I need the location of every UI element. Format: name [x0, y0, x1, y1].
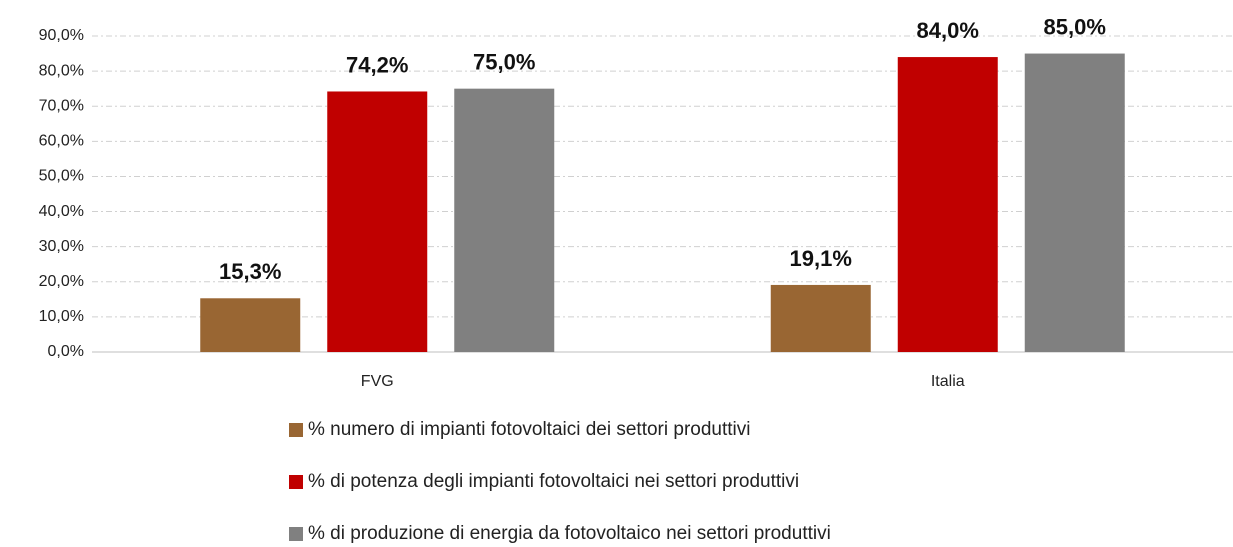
value-label: 15,3%	[219, 259, 281, 284]
bar	[327, 91, 428, 352]
bar	[454, 88, 555, 353]
y-tick-label: 60,0%	[39, 133, 84, 150]
y-tick-label: 20,0%	[39, 273, 84, 290]
x-tick-label: FVG	[361, 373, 394, 390]
legend-swatch	[289, 527, 303, 541]
bar	[1024, 53, 1125, 353]
value-label: 85,0%	[1044, 14, 1106, 39]
value-label: 84,0%	[917, 18, 979, 43]
value-label: 75,0%	[473, 49, 535, 74]
y-tick-label: 30,0%	[39, 238, 84, 255]
value-label: 74,2%	[346, 52, 408, 77]
legend-swatch	[289, 423, 303, 437]
y-tick-label: 70,0%	[39, 97, 84, 114]
y-tick-label: 90,0%	[39, 27, 84, 44]
legend-label: % di produzione di energia da fotovoltai…	[308, 523, 831, 544]
legend-label: % numero di impianti fotovoltaici dei se…	[308, 419, 750, 440]
y-tick-label: 10,0%	[39, 308, 84, 325]
y-tick-label: 0,0%	[48, 343, 84, 360]
y-tick-label: 80,0%	[39, 62, 84, 79]
bar	[200, 298, 301, 352]
value-label: 19,1%	[790, 246, 852, 271]
legend-label: % di potenza degli impianti fotovoltaici…	[308, 471, 799, 492]
bar	[770, 284, 871, 352]
legend-swatch	[289, 475, 303, 489]
y-tick-label: 40,0%	[39, 203, 84, 220]
y-tick-label: 50,0%	[39, 168, 84, 185]
x-tick-label: Italia	[931, 373, 965, 390]
bar	[897, 57, 998, 353]
